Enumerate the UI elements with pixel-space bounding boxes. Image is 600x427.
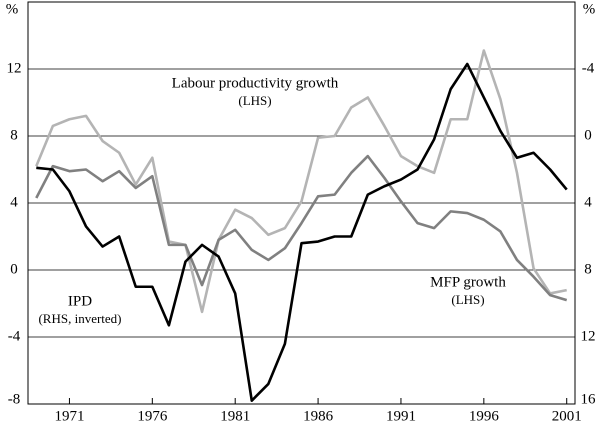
y-tick-label: 4 xyxy=(10,194,18,210)
series-line xyxy=(36,62,568,402)
y-tick-label: 8 xyxy=(10,127,18,143)
x-tick-label: 1981 xyxy=(220,408,250,424)
y2-tick-label: 0 xyxy=(584,127,592,143)
plot-frame xyxy=(27,1,576,405)
x-tick-label: 1991 xyxy=(386,408,416,424)
x-tick-label: 1971 xyxy=(54,408,84,424)
annotation: MFP growth xyxy=(430,274,506,290)
series-line xyxy=(35,49,567,314)
x-tick-label: 1996 xyxy=(469,408,500,424)
annotation: Labour productivity growth xyxy=(172,75,339,91)
y-axis-unit: % xyxy=(6,1,19,17)
x-tick-label: 2001 xyxy=(552,408,582,424)
y2-tick-label: 8 xyxy=(584,261,592,277)
y-tick-label: 12 xyxy=(7,60,22,76)
annotation: (LHS) xyxy=(238,93,271,108)
x-tick-label: 1986 xyxy=(303,408,334,424)
y2-axis-unit: % xyxy=(583,1,596,17)
series-line xyxy=(35,154,568,302)
y2-tick-label: 16 xyxy=(581,391,597,407)
y2-tick-label: -4 xyxy=(582,60,595,76)
annotation: (RHS, inverted) xyxy=(38,311,121,326)
y2-tick-label: 12 xyxy=(581,328,596,344)
y2-tick-label: 4 xyxy=(584,194,592,210)
y-tick-label: -8 xyxy=(8,391,21,407)
y-tick-label: 0 xyxy=(10,261,18,277)
annotation: IPD xyxy=(68,293,92,309)
y-tick-label: -4 xyxy=(8,328,21,344)
annotation: (LHS) xyxy=(451,292,484,307)
x-tick-label: 1976 xyxy=(137,408,168,424)
